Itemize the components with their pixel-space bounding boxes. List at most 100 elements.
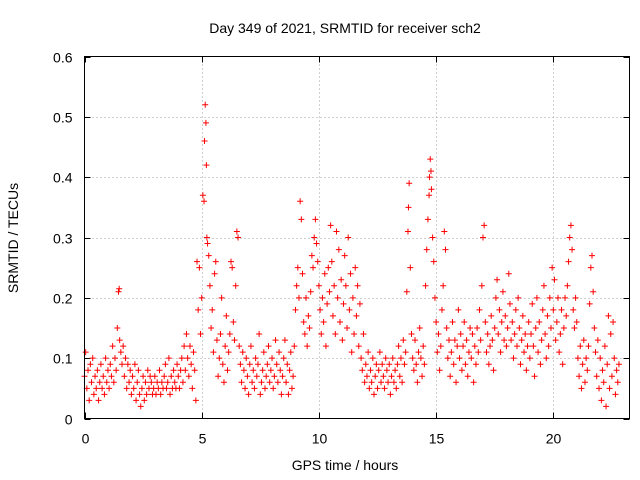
data-point	[121, 373, 128, 380]
data-point	[578, 385, 585, 392]
data-point	[151, 373, 158, 380]
data-point	[414, 379, 421, 386]
data-point	[190, 349, 197, 356]
data-point	[537, 361, 544, 368]
data-point	[612, 391, 619, 398]
data-point	[301, 331, 308, 338]
data-point	[352, 264, 359, 271]
data-point	[542, 331, 549, 338]
data-point	[361, 379, 368, 386]
data-point	[135, 367, 142, 374]
data-point	[564, 282, 571, 289]
data-point	[585, 343, 592, 350]
data-point	[495, 331, 502, 338]
data-point	[441, 228, 448, 235]
data-point	[158, 379, 165, 386]
data-point	[270, 385, 277, 392]
data-point	[321, 270, 328, 277]
data-point	[449, 318, 456, 325]
data-point	[315, 282, 322, 289]
data-point	[216, 355, 223, 362]
data-point	[129, 373, 136, 380]
y-tick-label: 0.2	[53, 291, 73, 307]
data-point	[435, 331, 442, 338]
data-point	[122, 355, 129, 362]
data-point	[516, 325, 523, 331]
y-tick-label: 0.6	[53, 50, 73, 66]
data-point	[87, 361, 94, 368]
data-point	[168, 373, 175, 380]
data-point	[298, 216, 305, 223]
data-point	[457, 331, 464, 338]
data-point	[167, 391, 174, 398]
data-point	[219, 361, 226, 368]
data-point	[285, 391, 292, 398]
data-point	[210, 349, 217, 356]
data-point	[312, 216, 319, 223]
data-point	[287, 349, 294, 356]
data-point	[481, 222, 488, 229]
data-point	[388, 373, 395, 380]
data-point	[378, 379, 385, 386]
data-point	[397, 355, 404, 362]
data-point	[586, 300, 593, 307]
data-point	[363, 373, 370, 380]
x-tick-label: 0	[82, 431, 90, 447]
data-point	[233, 228, 240, 235]
data-point	[332, 331, 339, 338]
data-point	[544, 312, 551, 319]
data-point	[143, 391, 150, 398]
data-point	[484, 331, 491, 338]
data-point	[283, 379, 290, 386]
data-point	[509, 318, 516, 325]
data-point	[409, 355, 416, 362]
data-point	[304, 343, 311, 350]
data-point	[517, 361, 524, 368]
data-point	[515, 294, 522, 301]
tick-labels: 0 0.1 0.2 0.3 0.4 0.5 0.6 0 5 10 15 20	[53, 50, 561, 447]
data-point	[123, 385, 130, 392]
data-point	[203, 162, 210, 169]
data-point	[102, 355, 109, 362]
data-point	[137, 403, 144, 410]
data-point	[82, 349, 89, 356]
data-point	[236, 343, 243, 350]
data-point	[464, 373, 471, 380]
data-point	[161, 373, 168, 380]
data-point	[291, 343, 298, 350]
data-point	[148, 379, 155, 386]
data-point	[580, 337, 587, 344]
data-point	[185, 373, 192, 380]
grid-lines	[84, 56, 630, 419]
data-point	[212, 258, 219, 265]
data-point	[164, 379, 171, 386]
data-point	[422, 282, 429, 289]
data-point	[114, 325, 121, 331]
data-point	[599, 367, 606, 374]
data-point	[297, 198, 304, 205]
data-point	[454, 343, 461, 350]
data-point	[423, 246, 430, 253]
data-point	[433, 318, 440, 325]
data-point	[229, 264, 236, 271]
data-point	[256, 331, 263, 338]
data-point	[319, 294, 326, 301]
data-point	[307, 288, 314, 295]
data-point	[472, 361, 479, 368]
data-point	[85, 367, 92, 374]
data-point	[276, 349, 283, 356]
data-point	[421, 361, 428, 368]
data-point	[308, 252, 315, 259]
data-point	[386, 361, 393, 368]
data-point	[374, 385, 381, 392]
data-point	[349, 294, 356, 301]
data-point	[605, 312, 612, 319]
data-point	[295, 294, 302, 301]
data-point	[103, 379, 110, 386]
data-point	[342, 282, 349, 289]
data-point	[424, 216, 431, 223]
data-point	[403, 288, 410, 295]
data-point	[142, 379, 149, 386]
data-point	[410, 367, 417, 374]
data-point	[387, 391, 394, 398]
